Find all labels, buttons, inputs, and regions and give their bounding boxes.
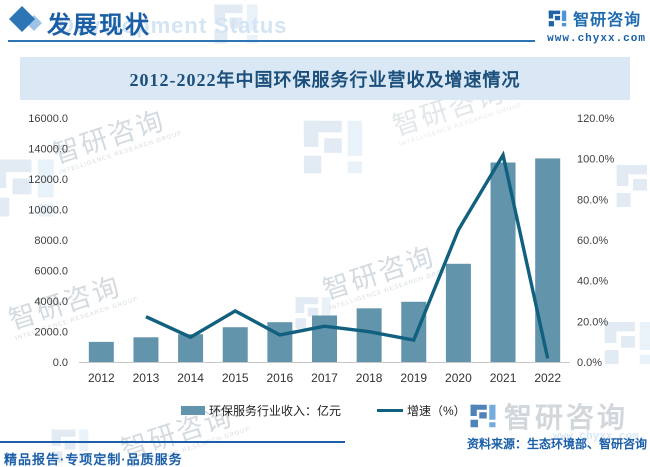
x-tick-2012: 2012	[88, 371, 115, 385]
y-right-tick: 40.0%	[577, 276, 608, 288]
bottom-logo-url: www.chyxx.com	[553, 431, 639, 443]
x-tick-2018: 2018	[356, 371, 383, 385]
y-left-tick: 2000.0	[34, 327, 68, 339]
y-right-tick: 120.0%	[577, 113, 615, 125]
brand-block: 智研咨询 www.chyxx.com	[547, 6, 646, 45]
y-left-tick: 4000.0	[34, 296, 68, 308]
header-rule	[8, 40, 535, 42]
data-source-label: 资料来源：生态环境部、智研咨询	[466, 437, 647, 451]
brand-name: 智研咨询	[573, 12, 642, 29]
x-tick-2020: 2020	[445, 371, 472, 385]
bar-2015	[222, 327, 248, 362]
bar-2012	[88, 341, 114, 362]
growth-line	[145, 150, 550, 359]
legend-bar-label: 环保服务行业收入：亿元	[209, 403, 341, 418]
x-tick-2014: 2014	[177, 371, 204, 385]
y-left-tick: 14000.0	[28, 144, 68, 156]
x-tick-2017: 2017	[311, 371, 338, 385]
bar-2019	[401, 301, 427, 362]
brand-logo-icon	[547, 8, 568, 29]
legend-line-label: 增速（%）	[407, 404, 466, 418]
y-left-tick: 8000.0	[34, 235, 68, 247]
x-tick-2016: 2016	[267, 371, 294, 385]
bottom-logo-icon	[468, 401, 498, 431]
x-tick-2019: 2019	[400, 371, 427, 385]
bottom-logo-text: 智研咨询	[504, 402, 629, 433]
y-left-tick: 0.0	[53, 357, 68, 369]
diamond-icon	[9, 6, 42, 32]
chart-title: 2012-2022年中国环保服务行业营收及增速情况	[129, 69, 521, 90]
x-tick-2021: 2021	[490, 371, 517, 385]
y-left-tick: 12000.0	[28, 174, 68, 186]
brand-url[interactable]: www.chyxx.com	[547, 33, 646, 45]
y-right-tick: 60.0%	[577, 235, 608, 247]
y-left-tick: 6000.0	[34, 266, 68, 278]
bar-2020	[445, 263, 471, 362]
legend-bar-swatch	[181, 406, 205, 415]
x-tick-2022: 2022	[534, 371, 561, 385]
footer-tagline: 精品报告·专项定制·品质服务	[4, 452, 183, 467]
y-right-tick: 100.0%	[577, 154, 615, 166]
x-tick-2013: 2013	[133, 371, 160, 385]
bar-2017	[312, 315, 337, 362]
x-tick-2015: 2015	[222, 371, 249, 385]
y-right-tick: 80.0%	[577, 194, 608, 206]
y-right-tick: 0.0%	[577, 357, 602, 369]
bar-2018	[356, 308, 382, 362]
y-left-tick: 10000.0	[28, 205, 68, 217]
y-left-tick: 16000.0	[28, 113, 68, 125]
footer-rule	[0, 441, 345, 443]
bar-2016	[267, 322, 293, 362]
y-right-tick: 20.0%	[577, 316, 608, 328]
page-title: 发展现状	[47, 12, 151, 39]
chart-title-band: 2012-2022年中国环保服务行业营收及增速情况	[20, 57, 630, 100]
bar-2022	[535, 158, 561, 362]
chart-svg: 0.0 2000.0 4000.0 6000.0 8000.0 10000.0 12000.…	[28, 113, 615, 418]
bottom-logo: 智研咨询	[468, 396, 628, 436]
bar-2013	[133, 337, 159, 362]
